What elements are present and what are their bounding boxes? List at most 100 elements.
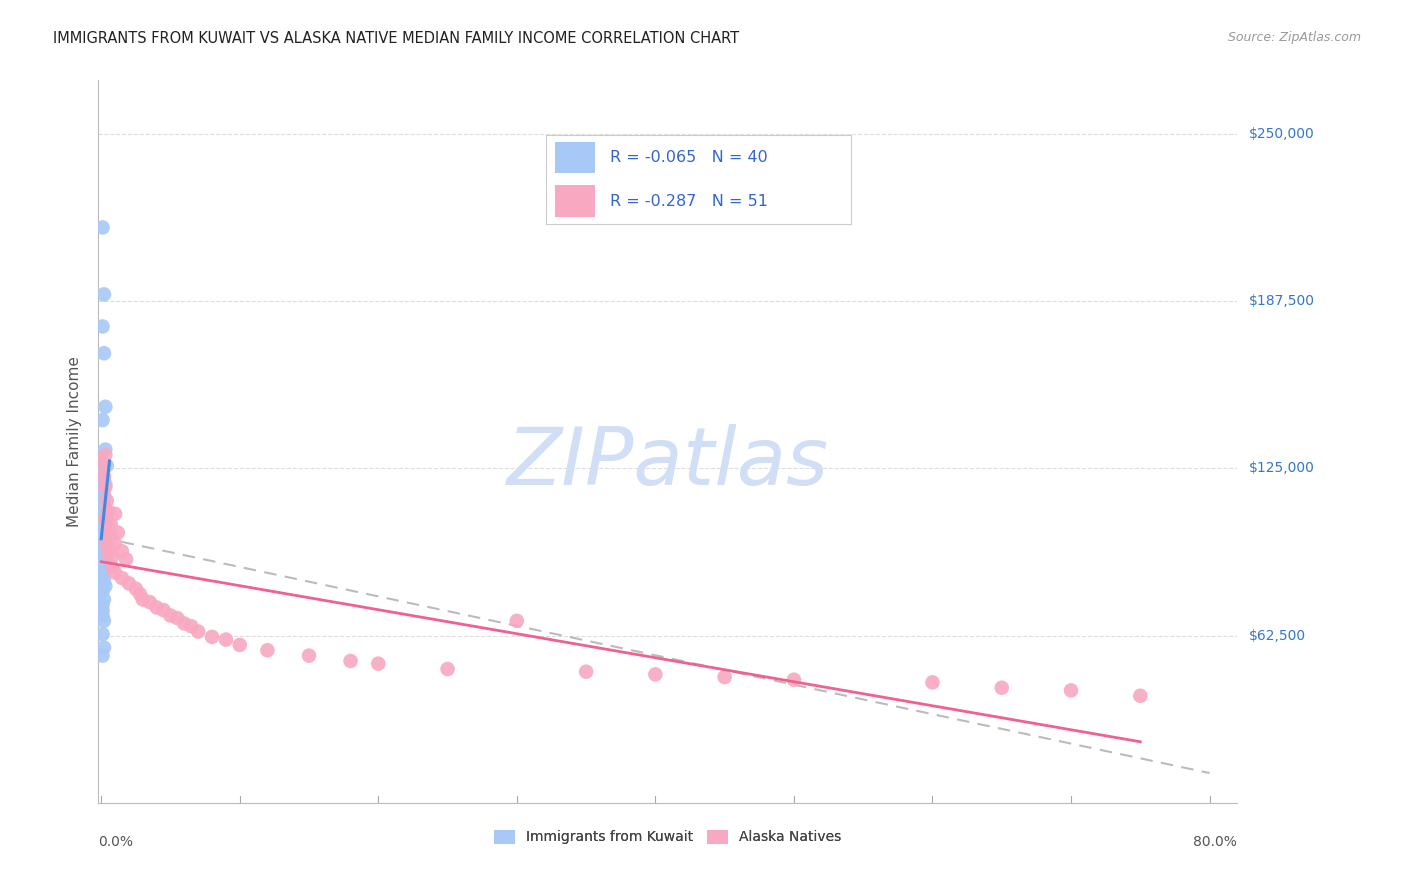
Point xyxy=(100,517,122,532)
Point xyxy=(91,520,114,534)
Point xyxy=(91,584,114,599)
Point xyxy=(215,632,238,647)
Point xyxy=(93,592,115,607)
Point xyxy=(125,582,148,596)
Point xyxy=(91,413,114,427)
Point xyxy=(93,640,115,655)
Point xyxy=(339,654,361,668)
Point xyxy=(107,525,129,540)
Point xyxy=(97,504,120,518)
Text: $250,000: $250,000 xyxy=(1249,127,1315,141)
Point xyxy=(91,541,114,556)
Point xyxy=(93,469,115,483)
Bar xyxy=(555,142,595,173)
Point xyxy=(93,614,115,628)
Point xyxy=(145,600,167,615)
Point xyxy=(91,603,114,617)
Point xyxy=(97,547,120,561)
Point xyxy=(1060,683,1083,698)
Point xyxy=(91,608,114,623)
Point xyxy=(990,681,1012,695)
Point xyxy=(94,512,117,526)
Point xyxy=(229,638,252,652)
Point xyxy=(129,587,152,601)
Text: $187,500: $187,500 xyxy=(1249,294,1315,308)
Text: 80.0%: 80.0% xyxy=(1194,835,1237,849)
Point xyxy=(93,515,115,529)
Point xyxy=(96,536,118,550)
Text: Source: ZipAtlas.com: Source: ZipAtlas.com xyxy=(1227,31,1361,45)
Point xyxy=(159,608,181,623)
Point xyxy=(91,456,114,470)
Point xyxy=(91,558,114,572)
Point xyxy=(111,544,134,558)
Point xyxy=(94,504,117,518)
Point xyxy=(166,611,188,625)
Point xyxy=(101,560,124,574)
Text: R = -0.065   N = 40: R = -0.065 N = 40 xyxy=(610,150,768,165)
Point xyxy=(101,549,124,564)
Text: ZIPatlas: ZIPatlas xyxy=(506,425,830,502)
Point xyxy=(138,595,160,609)
Text: $125,000: $125,000 xyxy=(1249,461,1315,475)
Point xyxy=(94,477,117,491)
Point xyxy=(111,571,134,585)
Y-axis label: Median Family Income: Median Family Income xyxy=(67,356,83,527)
Bar xyxy=(555,186,595,217)
Point xyxy=(104,536,127,550)
Point xyxy=(93,287,115,301)
Point xyxy=(713,670,735,684)
Point xyxy=(96,458,118,473)
Point xyxy=(91,483,114,497)
Point xyxy=(94,579,117,593)
Point xyxy=(187,624,209,639)
Point xyxy=(118,576,141,591)
Text: IMMIGRANTS FROM KUWAIT VS ALASKA NATIVE MEDIAN FAMILY INCOME CORRELATION CHART: IMMIGRANTS FROM KUWAIT VS ALASKA NATIVE … xyxy=(53,31,740,46)
Point xyxy=(94,442,117,457)
Point xyxy=(436,662,458,676)
Point xyxy=(97,520,120,534)
Point xyxy=(98,541,121,556)
Point xyxy=(91,493,114,508)
Text: 0.0%: 0.0% xyxy=(98,835,134,849)
Point xyxy=(94,480,117,494)
Point xyxy=(921,675,943,690)
Point xyxy=(783,673,806,687)
Point xyxy=(91,319,114,334)
Point xyxy=(173,616,195,631)
Point xyxy=(91,568,114,582)
Point xyxy=(94,547,117,561)
Point xyxy=(104,507,127,521)
Point xyxy=(91,467,114,481)
Point xyxy=(94,400,117,414)
Point xyxy=(91,648,114,663)
Point xyxy=(93,552,115,566)
Point xyxy=(91,220,114,235)
Point xyxy=(93,346,115,360)
Point xyxy=(91,627,114,641)
Point xyxy=(506,614,529,628)
Point xyxy=(93,536,115,550)
Point xyxy=(93,456,115,470)
Point xyxy=(256,643,278,657)
Point xyxy=(367,657,389,671)
Point xyxy=(152,603,174,617)
Point xyxy=(91,509,114,524)
Point xyxy=(104,566,127,580)
Legend: Immigrants from Kuwait, Alaska Natives: Immigrants from Kuwait, Alaska Natives xyxy=(489,824,846,850)
Point xyxy=(93,574,115,588)
Point xyxy=(93,499,115,513)
Point xyxy=(575,665,598,679)
Point xyxy=(644,667,666,681)
Point xyxy=(132,592,155,607)
Point xyxy=(91,598,114,612)
Point xyxy=(201,630,224,644)
Point xyxy=(298,648,321,663)
Point xyxy=(93,531,115,545)
Point xyxy=(96,493,118,508)
Point xyxy=(1129,689,1152,703)
Text: R = -0.287   N = 51: R = -0.287 N = 51 xyxy=(610,194,768,209)
Point xyxy=(93,488,115,502)
Point xyxy=(94,448,117,462)
Text: $62,500: $62,500 xyxy=(1249,629,1306,642)
